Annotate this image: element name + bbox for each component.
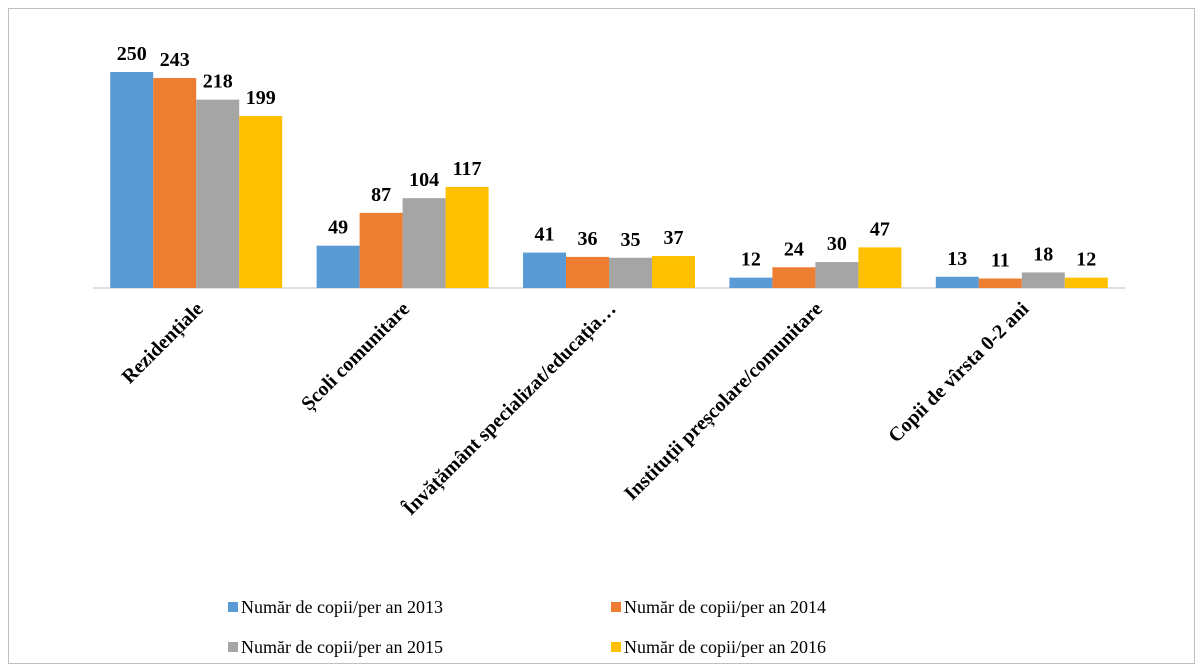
value-label: 218 — [203, 71, 233, 93]
bar — [978, 278, 1022, 288]
legend-label: Număr de copii/per an 2013 — [241, 597, 443, 617]
value-label: 250 — [117, 43, 147, 65]
legend-label: Număr de copii/per an 2014 — [624, 597, 826, 617]
value-label: 117 — [453, 158, 482, 180]
bar — [1064, 277, 1108, 288]
value-label: 47 — [870, 218, 890, 240]
value-label: 12 — [1076, 249, 1096, 271]
bar — [815, 262, 859, 288]
bar — [652, 256, 695, 288]
value-label: 87 — [371, 184, 391, 206]
value-label: 11 — [991, 249, 1010, 271]
value-label: 49 — [328, 217, 348, 239]
value-label: 36 — [578, 228, 598, 250]
legend-swatch — [228, 642, 238, 652]
bar — [402, 198, 446, 288]
bar — [772, 267, 816, 288]
value-label: 18 — [1033, 243, 1053, 265]
bar — [196, 99, 240, 288]
legend-swatch — [611, 642, 621, 652]
value-label: 37 — [664, 227, 684, 249]
bar — [566, 256, 609, 288]
bar — [609, 257, 652, 288]
legend-label: Număr de copii/per an 2015 — [241, 637, 443, 657]
bar — [239, 116, 283, 289]
value-label: 104 — [409, 169, 439, 191]
bar — [935, 276, 979, 288]
value-label: 30 — [827, 233, 847, 255]
value-label: 24 — [784, 238, 804, 260]
bar — [729, 277, 773, 288]
bar — [445, 186, 489, 288]
bar — [1021, 272, 1065, 288]
bar — [110, 72, 154, 288]
value-label: 12 — [741, 249, 761, 271]
bar — [316, 245, 360, 288]
value-label: 199 — [246, 87, 276, 109]
bar — [153, 78, 197, 288]
value-label: 41 — [535, 224, 555, 246]
bar — [523, 252, 566, 288]
bar — [858, 247, 902, 288]
value-label: 35 — [621, 229, 641, 251]
value-label: 13 — [947, 248, 967, 270]
legend-label: Număr de copii/per an 2016 — [624, 637, 826, 657]
legend-swatch — [611, 602, 621, 612]
value-label: 243 — [160, 49, 190, 71]
legend-swatch — [228, 602, 238, 612]
bar — [359, 212, 403, 288]
